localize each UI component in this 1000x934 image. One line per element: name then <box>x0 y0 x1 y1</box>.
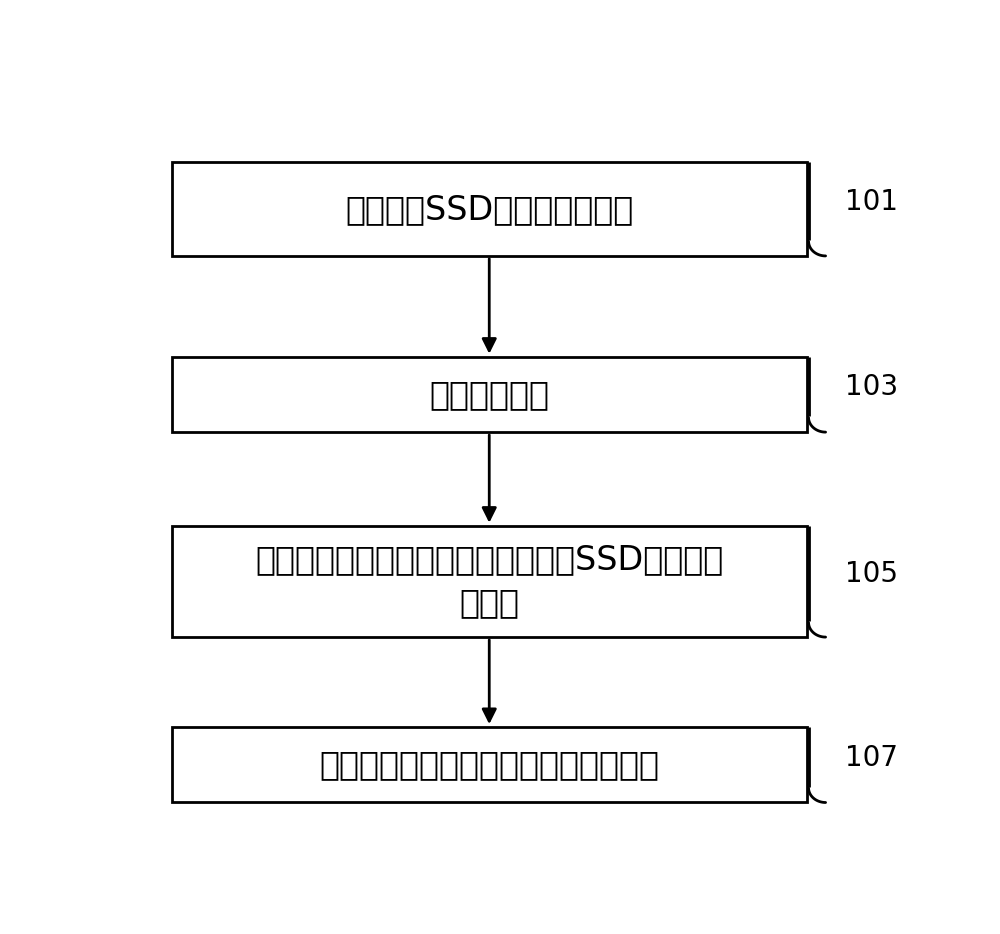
Text: 105: 105 <box>845 560 898 588</box>
Text: 获取历史数据: 获取历史数据 <box>429 378 549 411</box>
FancyBboxPatch shape <box>172 526 807 637</box>
Text: 实时检测SSD的关键性能指标: 实时检测SSD的关键性能指标 <box>345 192 633 226</box>
FancyBboxPatch shape <box>172 163 807 256</box>
Text: 根据剩余生命周期，输出状态预警信息: 根据剩余生命周期，输出状态预警信息 <box>319 748 659 781</box>
Text: 103: 103 <box>845 374 898 402</box>
FancyBboxPatch shape <box>172 357 807 432</box>
Text: 107: 107 <box>845 743 898 771</box>
FancyBboxPatch shape <box>172 727 807 802</box>
Text: 101: 101 <box>845 188 898 216</box>
Text: 根据关键性能指标和历史数据，预测SSD的剩余生
命周期: 根据关键性能指标和历史数据，预测SSD的剩余生 命周期 <box>255 544 723 619</box>
